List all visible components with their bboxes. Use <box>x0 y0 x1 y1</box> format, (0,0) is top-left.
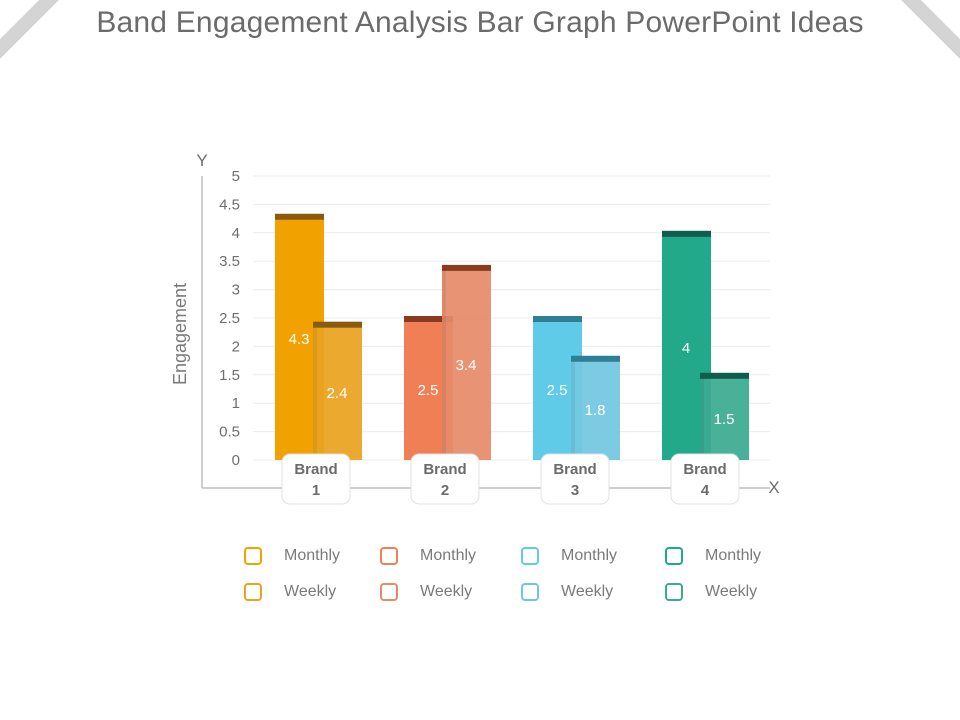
y-tick-label: 2.5 <box>219 310 240 327</box>
category-label-line1: Brand <box>683 461 726 478</box>
y-tick-label: 1.5 <box>219 367 240 384</box>
bar-weekly <box>700 374 749 460</box>
bar-weekly <box>313 323 362 460</box>
data-label-weekly: 3.4 <box>456 357 477 374</box>
bar-shade-weekly <box>571 357 575 460</box>
bar-shade-weekly <box>313 323 317 460</box>
data-label-monthly: 4 <box>682 340 690 357</box>
category-label-line1: Brand <box>553 461 596 478</box>
bar-cap-monthly <box>275 213 324 220</box>
y-tick-label: 3.5 <box>219 253 240 270</box>
category-label-line2: 2 <box>441 482 449 499</box>
category-card <box>670 453 740 505</box>
y-tick-label: 4 <box>232 225 240 242</box>
bar-shade-weekly <box>442 266 446 460</box>
data-label-weekly: 2.4 <box>327 385 348 402</box>
bar-shade-weekly <box>700 374 704 460</box>
category-card <box>281 453 351 505</box>
y-tick-label: 4.5 <box>219 196 240 213</box>
data-label-monthly: 2.5 <box>547 382 568 399</box>
category-label-line1: Brand <box>423 461 466 478</box>
bar-cap-monthly <box>662 230 711 237</box>
y-tick-label: 3 <box>232 282 240 299</box>
y-tick-label: 5 <box>232 168 240 185</box>
data-label-weekly: 1.8 <box>585 402 606 419</box>
bar-cap-weekly <box>571 355 620 362</box>
category-label-line2: 1 <box>312 482 320 499</box>
bar-cap-weekly <box>700 372 749 379</box>
data-label-monthly: 2.5 <box>418 382 439 399</box>
category-card <box>410 453 480 505</box>
category-label-line2: 4 <box>701 482 710 499</box>
y-axis-title: Engagement <box>170 283 190 385</box>
bar-weekly <box>571 357 620 460</box>
x-axis-letter: X <box>768 478 779 497</box>
category-card <box>540 453 610 505</box>
slide-title: Band Engagement Analysis Bar Graph Power… <box>96 6 864 39</box>
y-tick-label: 1 <box>232 395 240 412</box>
bar-cap-monthly <box>404 316 453 322</box>
data-label-monthly: 4.3 <box>289 331 310 348</box>
bar-weekly <box>442 266 491 460</box>
bar-cap-weekly <box>442 264 491 271</box>
bar-cap-weekly <box>313 321 362 328</box>
y-tick-label: 0 <box>232 452 240 469</box>
bar-cap-monthly <box>533 316 582 322</box>
category-label-line1: Brand <box>294 461 337 478</box>
data-label-weekly: 1.5 <box>714 411 735 428</box>
y-tick-label: 0.5 <box>219 424 240 441</box>
y-tick-label: 2 <box>232 338 240 355</box>
category-label-line2: 3 <box>571 482 579 499</box>
y-axis-letter: Y <box>196 151 207 170</box>
